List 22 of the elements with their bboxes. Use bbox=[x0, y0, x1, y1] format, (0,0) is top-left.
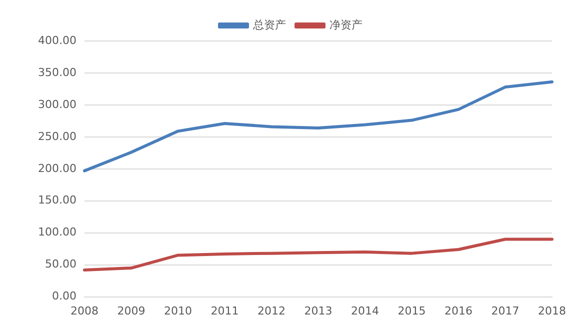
y-tick-label: 250.00 bbox=[38, 130, 76, 143]
x-tick-label: 2014 bbox=[350, 304, 379, 318]
y-tick-label: 350.00 bbox=[38, 66, 76, 79]
y-tick-label: 200.00 bbox=[38, 162, 76, 175]
x-tick-label: 2008 bbox=[70, 304, 98, 318]
x-tick-label: 2017 bbox=[491, 304, 520, 318]
y-tick-label: 100.00 bbox=[38, 226, 76, 239]
legend-label: 总资产 bbox=[252, 18, 286, 32]
x-tick-label: 2009 bbox=[117, 304, 146, 318]
x-tick-label: 2018 bbox=[538, 304, 566, 318]
y-tick-label: 50.00 bbox=[44, 258, 76, 271]
y-tick-label: 300.00 bbox=[38, 98, 76, 111]
x-tick-label: 2016 bbox=[444, 304, 472, 318]
legend-label: 净资产 bbox=[330, 18, 362, 32]
y-tick-label: 0.00 bbox=[52, 290, 76, 303]
x-tick-label: 2012 bbox=[257, 304, 286, 318]
x-tick-label: 2013 bbox=[304, 304, 332, 318]
y-tick-label: 400.00 bbox=[38, 34, 76, 47]
x-tick-label: 2010 bbox=[164, 304, 192, 318]
x-tick-label: 2011 bbox=[210, 304, 239, 318]
x-tick-label: 2015 bbox=[398, 304, 426, 318]
y-tick-label: 150.00 bbox=[38, 194, 76, 207]
